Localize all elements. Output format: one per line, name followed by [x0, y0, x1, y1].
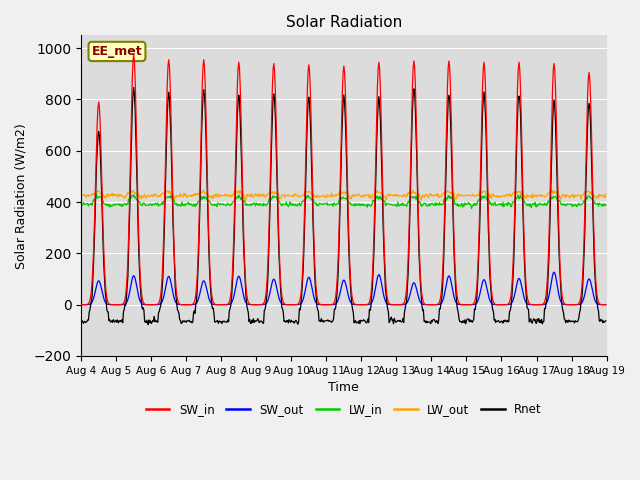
Text: EE_met: EE_met [92, 45, 142, 58]
Title: Solar Radiation: Solar Radiation [285, 15, 402, 30]
Y-axis label: Solar Radiation (W/m2): Solar Radiation (W/m2) [15, 123, 28, 268]
X-axis label: Time: Time [328, 381, 359, 394]
Legend: SW_in, SW_out, LW_in, LW_out, Rnet: SW_in, SW_out, LW_in, LW_out, Rnet [141, 398, 547, 420]
